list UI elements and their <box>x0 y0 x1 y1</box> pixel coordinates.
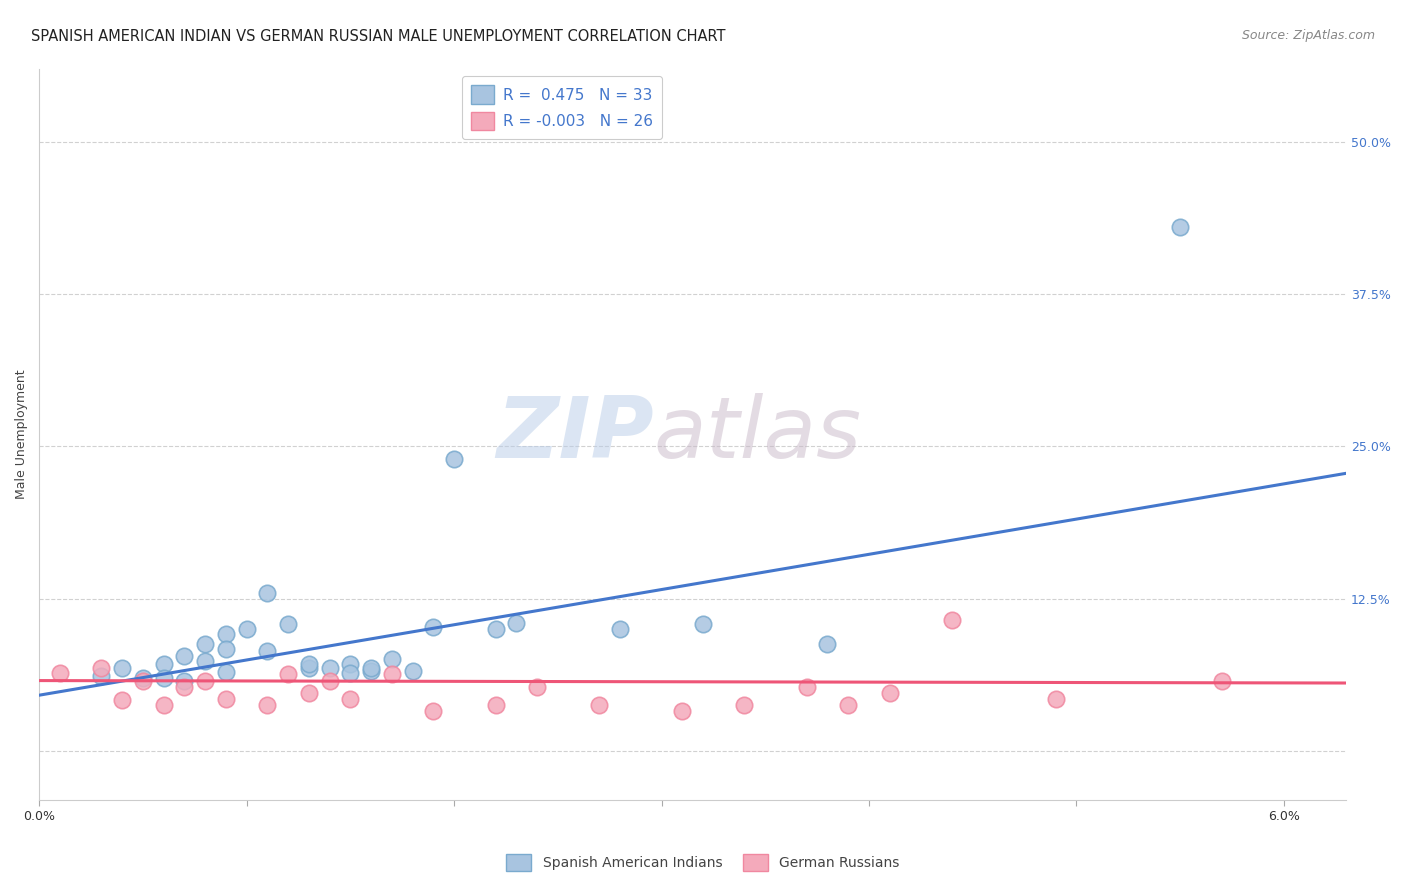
Point <box>256 644 278 658</box>
Point <box>277 667 299 681</box>
Point <box>484 623 506 637</box>
Point <box>215 627 238 641</box>
Point <box>422 704 444 718</box>
Point <box>692 617 714 632</box>
Point <box>49 666 72 681</box>
Point <box>796 680 818 694</box>
Point <box>671 704 693 718</box>
Point <box>837 698 859 712</box>
Point <box>318 673 340 688</box>
Point <box>152 698 174 712</box>
Point <box>173 649 195 664</box>
Point <box>339 666 361 681</box>
Point <box>734 698 756 712</box>
Point <box>339 657 361 671</box>
Point <box>235 623 257 637</box>
Point <box>111 693 134 707</box>
Point <box>879 686 901 700</box>
Point <box>256 698 278 712</box>
Point <box>318 661 340 675</box>
Point <box>132 671 155 685</box>
Y-axis label: Male Unemployment: Male Unemployment <box>15 369 28 500</box>
Point <box>194 673 217 688</box>
Point <box>90 669 112 683</box>
Point <box>173 680 195 694</box>
Point <box>443 451 465 466</box>
Text: ZIP: ZIP <box>496 392 654 475</box>
Text: Source: ZipAtlas.com: Source: ZipAtlas.com <box>1241 29 1375 42</box>
Point <box>422 620 444 634</box>
Point <box>152 671 174 685</box>
Point <box>360 661 382 675</box>
Point <box>1211 673 1233 688</box>
Point <box>277 617 299 632</box>
Point <box>484 698 506 712</box>
Point <box>298 657 321 671</box>
Point <box>588 698 610 712</box>
Point <box>381 651 404 665</box>
Legend: R =  0.475   N = 33, R = -0.003   N = 26: R = 0.475 N = 33, R = -0.003 N = 26 <box>461 76 662 139</box>
Point <box>339 691 361 706</box>
Point <box>526 680 548 694</box>
Point <box>817 637 839 651</box>
Point <box>360 664 382 678</box>
Point <box>215 691 238 706</box>
Point <box>194 637 217 651</box>
Point <box>609 623 631 637</box>
Point <box>173 673 195 688</box>
Point <box>1045 691 1067 706</box>
Point <box>90 661 112 675</box>
Point <box>215 665 238 679</box>
Point <box>1168 220 1191 235</box>
Point <box>152 657 174 671</box>
Point <box>381 667 404 681</box>
Point <box>401 664 423 678</box>
Point <box>505 616 527 631</box>
Text: SPANISH AMERICAN INDIAN VS GERMAN RUSSIAN MALE UNEMPLOYMENT CORRELATION CHART: SPANISH AMERICAN INDIAN VS GERMAN RUSSIA… <box>31 29 725 44</box>
Text: atlas: atlas <box>654 392 862 475</box>
Legend: Spanish American Indians, German Russians: Spanish American Indians, German Russian… <box>501 848 905 876</box>
Point <box>132 673 155 688</box>
Point <box>298 686 321 700</box>
Point <box>215 641 238 656</box>
Point <box>194 654 217 668</box>
Point <box>298 661 321 675</box>
Point <box>256 586 278 600</box>
Point <box>941 613 963 627</box>
Point <box>111 661 134 675</box>
